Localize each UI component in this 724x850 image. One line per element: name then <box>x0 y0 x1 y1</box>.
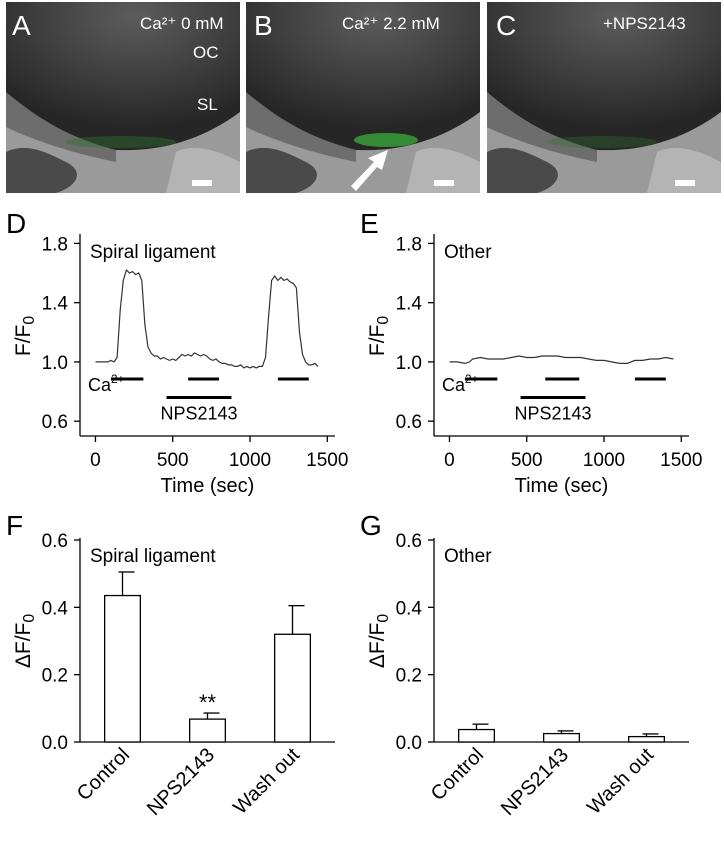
micrograph-b <box>246 2 480 193</box>
chart-e-x-tick-label: 500 <box>511 450 543 471</box>
panel-a-label: A <box>12 10 31 41</box>
chart-g-ylabel: ΔF/F0 <box>366 614 392 669</box>
chart-e-y-tick-label: 1.4 <box>396 294 423 315</box>
chart-f-category-label: Control <box>73 744 134 805</box>
panel-b-condition: Ca²⁺ 2.2 mM <box>342 14 440 33</box>
micrograph-c <box>487 2 721 193</box>
chart-d-x-tick-label: 1000 <box>229 450 271 471</box>
chart-e-x-tick-label: 0 <box>444 450 455 471</box>
chart-e-drug-label: NPS2143 <box>514 403 591 423</box>
panel-f-label: F <box>6 510 24 541</box>
chart-d-title: Spiral ligament <box>90 242 216 263</box>
chart-g-title: Other <box>444 546 492 567</box>
chart-g-bar <box>628 735 666 743</box>
chart-f-category-label: Wash out <box>229 744 304 819</box>
chart-d-x-tick-label: 1500 <box>306 450 348 471</box>
chart-d-ylabel: F/F0 <box>12 316 38 357</box>
chart-e-y-tick-label: 1.8 <box>396 234 422 255</box>
chart-e-x-tick-label: 1000 <box>583 450 625 471</box>
chart-d-ca-label: Ca2+ <box>88 373 125 395</box>
chart-g-category-label: NPS2143 <box>497 744 573 820</box>
panel-a-oc-label: OC <box>193 43 219 62</box>
chart-f-category-label: NPS2143 <box>143 744 219 820</box>
chart-f-significance: ** <box>199 690 217 715</box>
chart-e-title: Other <box>444 242 492 263</box>
chart-d-drug-label: NPS2143 <box>160 403 237 423</box>
chart-e-y-tick-label: 0.6 <box>396 412 422 433</box>
chart-g-bar <box>457 728 495 743</box>
micrograph-c-image <box>487 2 721 193</box>
panel-a-condition: Ca²⁺ 0 mM <box>140 14 224 33</box>
panel-c-label: C <box>496 10 517 41</box>
chart-g-y-tick-label: 0.0 <box>396 733 422 754</box>
panel-g-label: G <box>360 510 382 541</box>
chart-e-trace <box>449 355 674 365</box>
chart-f-bar <box>188 718 226 743</box>
chart-g-bar <box>543 732 581 743</box>
chart-d-y-tick-label: 1.4 <box>42 294 69 315</box>
chart-g-category-label: Wash out <box>583 744 658 819</box>
micrograph-a <box>6 2 240 193</box>
chart-e-y-tick-label: 1.0 <box>396 353 422 374</box>
chart-f-ylabel: ΔF/F0 <box>12 614 38 669</box>
chart-f-title: Spiral ligament <box>90 546 216 567</box>
chart-g-category-label: Control <box>427 744 488 805</box>
chart-f-y-tick-label: 0.6 <box>42 531 68 552</box>
chart-e-xlabel: Time (sec) <box>515 475 609 497</box>
panel-b-label: B <box>254 10 273 41</box>
chart-g-y-tick-label: 0.2 <box>396 666 422 687</box>
chart-g-y-tick-label: 0.6 <box>396 531 422 552</box>
chart-f-bar <box>104 594 142 743</box>
chart-d-y-tick-label: 0.6 <box>42 412 68 433</box>
chart-d-x-tick-label: 0 <box>90 450 101 471</box>
chart-d-trace <box>95 269 319 369</box>
chart-d-x-tick-label: 500 <box>157 450 189 471</box>
chart-d-y-tick-label: 1.0 <box>42 353 68 374</box>
chart-f-bar <box>273 633 311 743</box>
micrograph-b-image <box>246 2 480 193</box>
panel-c-condition: +NPS2143 <box>603 14 686 33</box>
panel-a-sl-label: SL <box>197 95 218 114</box>
chart-f-y-tick-label: 0.2 <box>42 666 68 687</box>
chart-d-xlabel: Time (sec) <box>161 475 255 497</box>
chart-d-y-tick-label: 1.8 <box>42 234 68 255</box>
chart-g-y-tick-label: 0.4 <box>396 598 423 619</box>
panel-e-label: E <box>360 208 379 239</box>
micrograph-a-image <box>6 2 240 193</box>
chart-f-y-tick-label: 0.0 <box>42 733 68 754</box>
chart-f-y-tick-label: 0.4 <box>42 598 69 619</box>
panel-d-label: D <box>6 208 27 239</box>
chart-e-ylabel: F/F0 <box>366 316 392 357</box>
chart-e-ca-label: Ca2+ <box>442 373 479 395</box>
chart-e-x-tick-label: 1500 <box>660 450 702 471</box>
